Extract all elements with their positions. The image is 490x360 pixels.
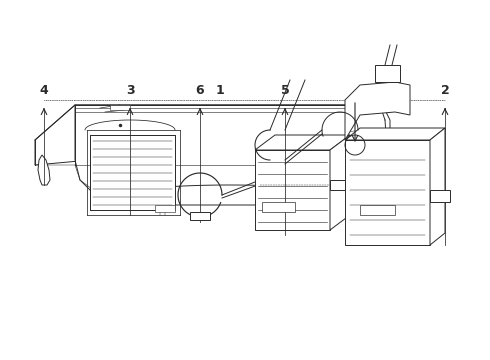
Text: 6: 6 — [196, 84, 204, 96]
Polygon shape — [345, 128, 445, 140]
Polygon shape — [360, 205, 395, 215]
Polygon shape — [262, 202, 295, 212]
Polygon shape — [345, 82, 410, 140]
Text: 2: 2 — [441, 84, 449, 96]
Polygon shape — [110, 105, 130, 110]
Polygon shape — [255, 135, 350, 150]
Polygon shape — [375, 65, 400, 82]
Polygon shape — [430, 128, 445, 245]
Text: 3: 3 — [126, 84, 134, 96]
Polygon shape — [345, 140, 430, 245]
Polygon shape — [38, 155, 50, 185]
Polygon shape — [330, 180, 345, 190]
Text: 5: 5 — [281, 84, 290, 96]
Polygon shape — [155, 205, 175, 212]
Polygon shape — [255, 150, 330, 230]
Polygon shape — [75, 105, 390, 205]
Polygon shape — [190, 212, 210, 220]
Polygon shape — [430, 190, 450, 202]
Polygon shape — [35, 105, 380, 165]
Text: 4: 4 — [40, 84, 49, 96]
Polygon shape — [330, 135, 350, 230]
Polygon shape — [90, 135, 175, 210]
Polygon shape — [75, 105, 380, 165]
Text: 1: 1 — [216, 84, 224, 96]
